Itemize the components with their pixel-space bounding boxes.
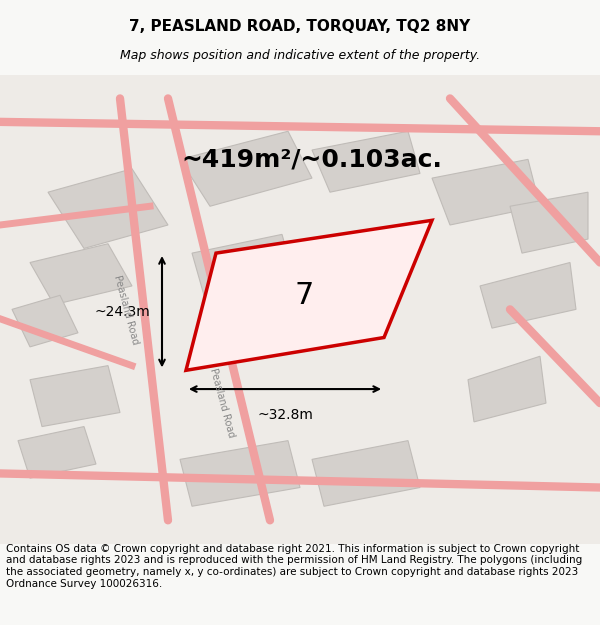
Polygon shape bbox=[180, 441, 300, 506]
Text: ~24.3m: ~24.3m bbox=[94, 305, 150, 319]
Text: ~419m²/~0.103ac.: ~419m²/~0.103ac. bbox=[182, 148, 442, 171]
Polygon shape bbox=[312, 131, 420, 192]
Polygon shape bbox=[510, 192, 588, 253]
Text: Peasland Road: Peasland Road bbox=[112, 274, 140, 345]
Text: Peasland Road: Peasland Road bbox=[208, 368, 236, 439]
Polygon shape bbox=[468, 356, 546, 422]
Polygon shape bbox=[180, 131, 312, 206]
Text: 7, PEASLAND ROAD, TORQUAY, TQ2 8NY: 7, PEASLAND ROAD, TORQUAY, TQ2 8NY bbox=[130, 19, 470, 34]
Polygon shape bbox=[186, 220, 432, 370]
Polygon shape bbox=[12, 295, 78, 347]
Polygon shape bbox=[30, 366, 120, 426]
Polygon shape bbox=[432, 159, 540, 225]
Text: 7: 7 bbox=[295, 281, 314, 310]
Polygon shape bbox=[480, 262, 576, 328]
Polygon shape bbox=[300, 262, 378, 309]
Text: Contains OS data © Crown copyright and database right 2021. This information is : Contains OS data © Crown copyright and d… bbox=[6, 544, 582, 589]
Polygon shape bbox=[18, 426, 96, 478]
Polygon shape bbox=[30, 244, 132, 304]
Polygon shape bbox=[192, 234, 294, 295]
Polygon shape bbox=[48, 169, 168, 248]
Text: Map shows position and indicative extent of the property.: Map shows position and indicative extent… bbox=[120, 49, 480, 62]
Text: ~32.8m: ~32.8m bbox=[257, 408, 313, 422]
Polygon shape bbox=[312, 441, 420, 506]
